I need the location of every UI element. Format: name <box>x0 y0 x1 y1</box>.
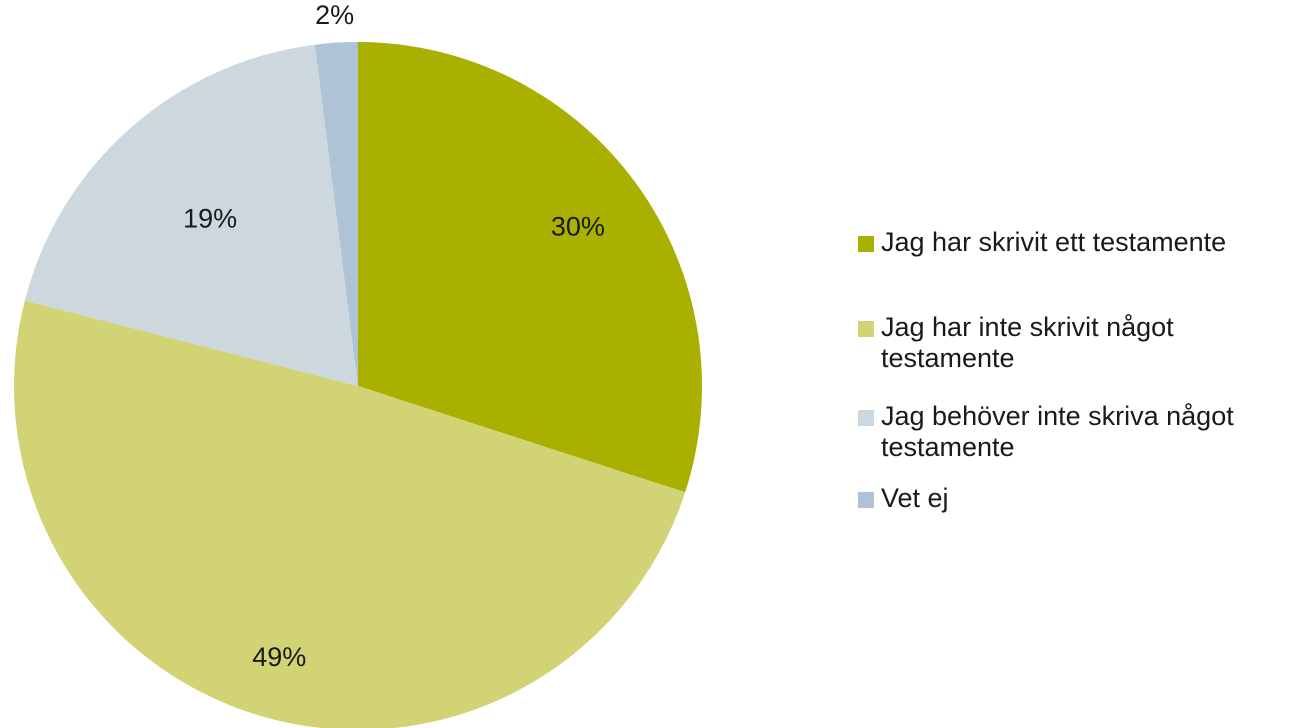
legend-item-not-written: Jag har inte skrivit något testamente <box>858 312 1309 374</box>
legend-label-not-needed: Jag behöver inte skriva något testamente <box>881 401 1234 462</box>
legend-item-not-needed: Jag behöver inte skriva något testamente <box>858 401 1309 463</box>
pie-chart: 30% 49% 19% 2% <box>14 0 702 728</box>
legend-swatch-dont-know <box>858 492 874 508</box>
pie-value-labels: 30% 49% 19% 2% <box>183 0 605 672</box>
slice-not-written-value-label: 49% <box>252 642 306 672</box>
legend-label-written: Jag har skrivit ett testamente <box>881 227 1227 257</box>
legend-swatch-written <box>858 236 874 252</box>
slice-dont-know <box>314 42 358 386</box>
slice-not-needed <box>24 44 358 386</box>
slice-dont-know-value-label: 2% <box>315 0 354 30</box>
slice-written <box>358 42 702 493</box>
legend-item-dont-know: Vet ej <box>858 483 1309 514</box>
legend-swatch-not-needed <box>858 410 874 426</box>
pie-slices <box>14 42 702 728</box>
legend-label-dont-know: Vet ej <box>881 483 949 513</box>
legend-label-not-written: Jag har inte skrivit något testamente <box>881 312 1174 373</box>
legend-swatch-not-written <box>858 321 874 337</box>
slice-written-value-label: 30% <box>551 211 605 241</box>
legend-item-written: Jag har skrivit ett testamente <box>858 227 1309 258</box>
slice-not-needed-value-label: 19% <box>183 203 237 233</box>
slice-not-written <box>14 300 686 728</box>
